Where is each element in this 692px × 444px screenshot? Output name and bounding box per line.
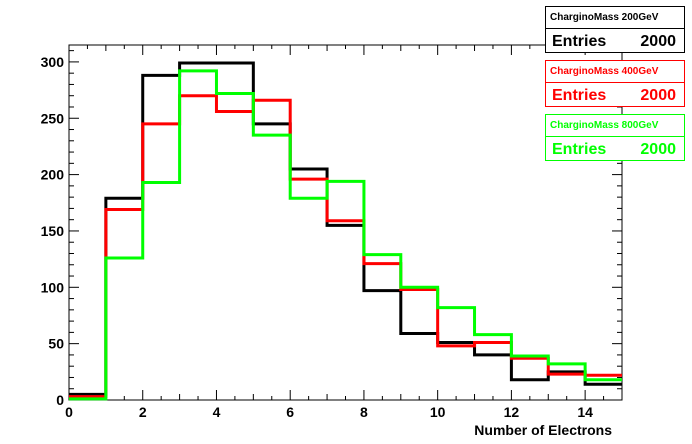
entries-label: Entries: [552, 33, 607, 50]
y-tick-label: 300: [41, 54, 65, 70]
x-tick-label: 0: [65, 404, 73, 420]
x-tick-label: 14: [577, 404, 593, 420]
axis-ticks: [68, 45, 623, 401]
stats-box-400gev: CharginoMass 400GeV Entries 2000: [545, 60, 685, 107]
histogram-series-3: [69, 69, 622, 401]
y-tick-label: 250: [41, 110, 65, 126]
histogram-series-2: [69, 94, 622, 399]
x-tick-label: 6: [286, 404, 294, 420]
entries-value: 2000: [640, 33, 676, 50]
stats-box-title: CharginoMass 400GeV: [546, 61, 684, 83]
stats-entries-row: Entries 2000: [546, 84, 684, 108]
entries-label: Entries: [552, 87, 607, 104]
stats-entries-row: Entries 2000: [546, 138, 684, 162]
series-layer: [69, 61, 622, 401]
y-tick-label: 50: [48, 336, 64, 352]
y-tick-label: 150: [41, 223, 65, 239]
stats-box-title: CharginoMass 200GeV: [546, 7, 684, 29]
y-tick-label: 200: [41, 167, 65, 183]
x-tick-label: 12: [504, 404, 520, 420]
entries-label: Entries: [552, 141, 607, 158]
tick-labels: 0 2 4 6 8 10 12 14 0 50 100 150 200 250 300: [41, 54, 593, 420]
x-tick-label: 2: [139, 404, 147, 420]
x-tick-label: 8: [360, 404, 368, 420]
stats-entries-row: Entries 2000: [546, 30, 684, 54]
x-tick-label: 4: [213, 404, 221, 420]
plot-frame: [68, 44, 623, 401]
entries-value: 2000: [640, 87, 676, 104]
stats-box-800gev: CharginoMass 800GeV Entries 2000: [545, 114, 685, 161]
y-tick-label: 0: [56, 392, 64, 408]
x-tick-label: 10: [430, 404, 446, 420]
x-axis-label: Number of Electrons: [474, 422, 612, 438]
histogram-series-1: [69, 61, 622, 396]
y-tick-label: 100: [41, 279, 65, 295]
stats-box-title: CharginoMass 800GeV: [546, 115, 684, 137]
stats-box-200gev: CharginoMass 200GeV Entries 2000: [545, 6, 685, 53]
entries-value: 2000: [640, 141, 676, 158]
